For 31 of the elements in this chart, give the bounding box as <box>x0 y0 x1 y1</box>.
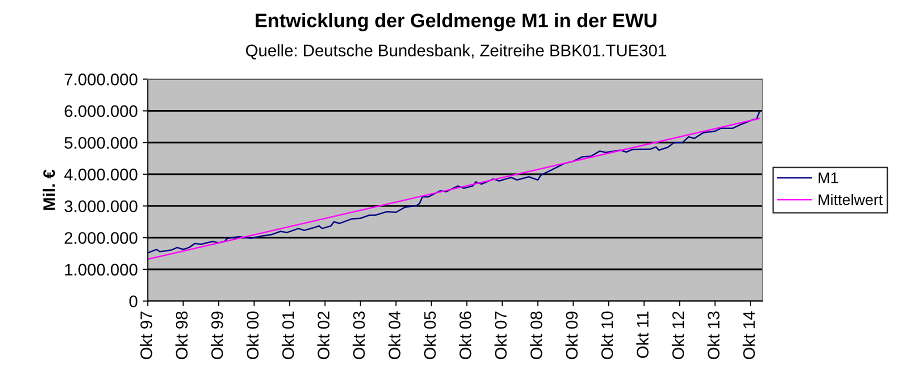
y-tick-label: 6.000.000 <box>64 105 138 118</box>
y-tick-label: 3.000.000 <box>64 200 138 212</box>
x-tick-label: Okt 03 <box>352 312 365 360</box>
y-tick-label: 4.000.000 <box>64 168 138 180</box>
x-tick-label: Okt 10 <box>600 311 614 360</box>
x-tick-label: Okt 00 <box>246 311 259 360</box>
x-tick-label: Okt 99 <box>210 312 224 360</box>
x-tick-label: Okt 11 <box>636 312 649 358</box>
legend-label: M1 <box>818 172 838 184</box>
x-tick-label: Okt 06 <box>459 312 472 360</box>
y-tick-label: 5.000.000 <box>64 136 138 149</box>
x-tick-label: Okt 02 <box>317 312 330 360</box>
chart-subtitle: Quelle: Deutsche Bundesbank, Zeitreihe BBK01.TUE301 <box>246 44 666 60</box>
y-tick-label: 1.000.000 <box>65 264 138 276</box>
y-tick-label: 2.000.000 <box>64 232 138 244</box>
x-tick-label: Okt 04 <box>388 311 400 360</box>
x-tick-label: Okt 97 <box>140 312 152 360</box>
x-tick-label: Okt 12 <box>672 312 684 360</box>
x-tick-label: Okt 98 <box>175 312 188 360</box>
chart-title: Entwicklung der Geldmenge M1 in der EWU <box>256 13 656 32</box>
x-tick-label: Okt 09 <box>565 312 578 360</box>
x-tick-label: Okt 13 <box>707 312 720 360</box>
x-tick-label: Okt 05 <box>424 312 436 360</box>
y-tick-label: 7.000.000 <box>64 74 138 86</box>
x-tick-label: Okt 14 <box>742 311 755 360</box>
x-tick-label: Okt 01 <box>282 312 294 360</box>
y-tick-label: 0 <box>129 295 138 308</box>
x-tick-label: Okt 08 <box>530 312 542 360</box>
legend-label: Mittelwert <box>818 194 883 206</box>
x-tick-label: Okt 07 <box>494 312 507 360</box>
y-axis-title: Mil. € <box>42 170 56 210</box>
